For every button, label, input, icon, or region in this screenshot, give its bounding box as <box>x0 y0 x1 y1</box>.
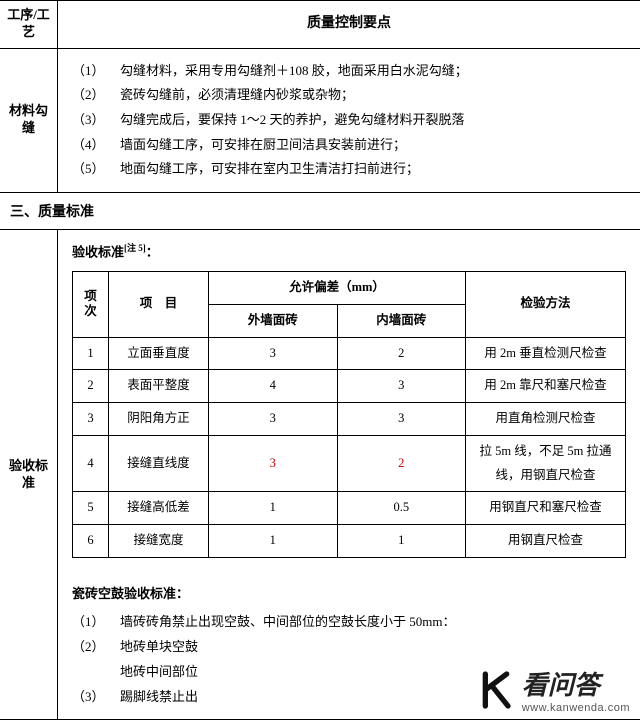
th-item: 项 目 <box>109 272 209 338</box>
item-text: 地面勾缝工序，可安排在室内卫生清洁打扫前进行； <box>120 157 419 182</box>
table-title: 验收标准[注 5]： <box>72 240 626 265</box>
td-method: 用钢直尺和塞尺检查 <box>466 492 626 525</box>
td-seq: 1 <box>73 337 109 370</box>
item-num: （4） <box>72 133 120 158</box>
td-method: 用直角检测尺检查 <box>466 403 626 436</box>
table-row: 4接缝直线度32拉 5m 线，不足 5m 拉通线，用钢直尺检查 <box>73 435 626 492</box>
td-out: 3 <box>209 403 338 436</box>
acceptance-content: 验收标准[注 5]： 项次 项 目 允许偏差（mm） 检验方法 外墙面砖 内墙面… <box>58 230 640 719</box>
td-seq: 2 <box>73 370 109 403</box>
td-method: 拉 5m 线，不足 5m 拉通线，用钢直尺检查 <box>466 435 626 492</box>
item-text: 勾缝材料，采用专用勾缝剂＋108 胶，地面采用白水泥勾缝； <box>120 59 468 84</box>
td-out: 3 <box>209 337 338 370</box>
td-item: 表面平整度 <box>109 370 209 403</box>
watermark: 看问答 www.kanwenda.com <box>476 665 630 714</box>
item-text: 墙砖砖角禁止出现空鼓、中间部位的空鼓长度小于 50mm： <box>120 610 455 635</box>
td-method: 用 2m 靠尺和塞尺检查 <box>466 370 626 403</box>
row-label-grouting: 材料勾缝 <box>0 49 58 192</box>
table-title-suffix: ： <box>146 244 159 259</box>
td-in: 1 <box>337 525 466 558</box>
th-method: 检验方法 <box>466 272 626 338</box>
item-text: 勾缝完成后，要保持 1～2 天的养护，避免勾缝材料开裂脱落 <box>120 108 465 133</box>
item-num: （5） <box>72 157 120 182</box>
td-out: 1 <box>209 492 338 525</box>
td-item: 立面垂直度 <box>109 337 209 370</box>
td-out: 4 <box>209 370 338 403</box>
td-seq: 4 <box>73 435 109 492</box>
th-outer: 外墙面砖 <box>209 304 338 337</box>
grouting-content: （1）勾缝材料，采用专用勾缝剂＋108 胶，地面采用白水泥勾缝； （2）瓷砖勾缝… <box>58 49 640 192</box>
watermark-text: 看问答 <box>522 665 630 702</box>
table-title-note: [注 5] <box>124 243 146 253</box>
th-seq: 项次 <box>73 272 109 338</box>
td-method: 用 2m 垂直检测尺检查 <box>466 337 626 370</box>
item-num: （2） <box>72 83 120 108</box>
th-inner: 内墙面砖 <box>337 304 466 337</box>
td-item: 接缝直线度 <box>109 435 209 492</box>
item-text: 地砖单块空鼓 <box>120 635 198 660</box>
td-in: 3 <box>337 370 466 403</box>
td-item: 接缝高低差 <box>109 492 209 525</box>
td-in: 0.5 <box>337 492 466 525</box>
col-header-process: 工序/工艺 <box>0 1 58 48</box>
td-in: 2 <box>337 435 466 492</box>
tolerance-table: 项次 项 目 允许偏差（mm） 检验方法 外墙面砖 内墙面砖 1立面垂直度32用… <box>72 271 626 558</box>
logo-icon <box>476 670 516 710</box>
td-out: 1 <box>209 525 338 558</box>
td-item: 阴阳角方正 <box>109 403 209 436</box>
table-row: 5接缝高低差10.5用钢直尺和塞尺检查 <box>73 492 626 525</box>
item-num: （3） <box>72 108 120 133</box>
watermark-url: www.kanwenda.com <box>522 702 630 714</box>
item-text: 瓷砖勾缝前，必须清理缝内砂浆或杂物； <box>120 83 354 108</box>
th-tolerance: 允许偏差（mm） <box>209 272 466 305</box>
col-header-keypoints: 质量控制要点 <box>58 1 640 48</box>
td-item: 接缝宽度 <box>109 525 209 558</box>
item-text: 踢脚线禁止出 <box>120 685 198 710</box>
table-row: 2表面平整度43用 2m 靠尺和塞尺检查 <box>73 370 626 403</box>
td-method: 用钢直尺检查 <box>466 525 626 558</box>
item-text: 地砖中间部位 <box>120 660 198 685</box>
item-num: （1） <box>72 610 120 635</box>
item-num: （3） <box>72 685 120 710</box>
td-seq: 3 <box>73 403 109 436</box>
td-out: 3 <box>209 435 338 492</box>
table-row: 3阴阳角方正33用直角检测尺检查 <box>73 403 626 436</box>
td-in: 3 <box>337 403 466 436</box>
item-num <box>72 660 120 685</box>
td-seq: 6 <box>73 525 109 558</box>
table-title-text: 验收标准 <box>72 244 124 259</box>
item-text: 墙面勾缝工序，可安排在厨卫间洁具安装前进行； <box>120 133 406 158</box>
item-num: （1） <box>72 59 120 84</box>
table-row: 6接缝宽度11用钢直尺检查 <box>73 525 626 558</box>
row-label-acceptance: 验收标准 <box>0 230 58 719</box>
td-in: 2 <box>337 337 466 370</box>
item-num: （2） <box>72 635 120 660</box>
section-title-quality: 三、质量标准 <box>0 193 640 230</box>
table-row: 1立面垂直度32用 2m 垂直检测尺检查 <box>73 337 626 370</box>
hollow-title: 瓷砖空鼓验收标准： <box>72 582 626 607</box>
td-seq: 5 <box>73 492 109 525</box>
